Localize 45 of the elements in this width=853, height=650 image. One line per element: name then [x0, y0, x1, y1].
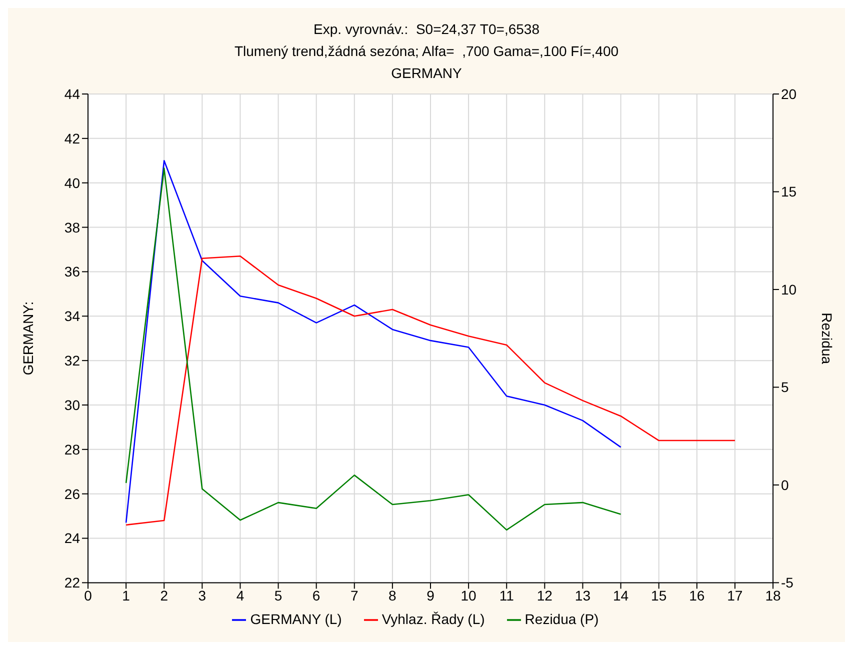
x-tick-label: 2 [160, 588, 168, 604]
chart-subtitle: GERMANY [390, 64, 463, 83]
y-tick-label: 38 [64, 219, 80, 236]
y-tick-label: 42 [64, 130, 80, 146]
legend-label: Rezidua (P) [524, 610, 599, 627]
y2-tick-label: -5 [781, 574, 794, 591]
x-tick-label: 3 [198, 588, 206, 604]
y-tick-label: 44 [64, 86, 80, 102]
y2-tick-label: 20 [781, 86, 797, 102]
x-tick-label: 1 [122, 588, 130, 604]
x-tick-label: 9 [426, 588, 435, 604]
y2-tick-label: 5 [781, 379, 789, 396]
x-tick-label: 11 [499, 588, 514, 604]
x-tick-label: 15 [651, 588, 667, 604]
x-tick-label: 6 [312, 588, 320, 604]
x-tick-label: 8 [388, 588, 397, 604]
y-axis-title: GERMANY: [20, 301, 36, 376]
chart-title: Exp. vyrovnáv.: S0=24,37 T0=,6538 Tlumený trend,žádná sezóna; Alfa= ,700 Gama=,100 Fí=,400 [233, 20, 620, 61]
line-series [125, 256, 736, 526]
y-tick-label: 32 [64, 352, 80, 369]
x-tick-label: 7 [350, 588, 358, 604]
x-tick-label: 12 [536, 588, 553, 604]
y-tick-label: 34 [64, 308, 80, 324]
y2-tick-label: 0 [781, 476, 789, 493]
x-tick-label: 18 [765, 588, 781, 604]
y-tick-label: 28 [64, 441, 80, 458]
legend-label: Vyhlaz. Řady (L) [382, 610, 485, 627]
y-tick-label: 26 [64, 486, 80, 502]
y-tick-label: 22 [64, 574, 80, 591]
x-tick-label: 13 [574, 588, 591, 604]
y-tick-label: 24 [64, 530, 80, 546]
y-tick-label: 36 [64, 264, 80, 280]
x-tick-label: 14 [612, 588, 629, 604]
legend-label: GERMANY (L) [250, 610, 342, 627]
y2-tick-label: 15 [781, 184, 797, 200]
x-tick-label: 0 [84, 588, 92, 604]
x-tick-label: 17 [727, 588, 743, 604]
x-tick-label: 10 [460, 588, 477, 604]
x-tick-label: 4 [236, 588, 244, 604]
x-tick-label: 16 [689, 588, 705, 604]
x-tick-label: 5 [274, 588, 282, 604]
y-tick-label: 40 [64, 174, 80, 191]
y-tick-label: 30 [64, 396, 80, 413]
y2-tick-label: 10 [781, 281, 797, 298]
y2-axis-title: Rezidua [819, 312, 836, 364]
